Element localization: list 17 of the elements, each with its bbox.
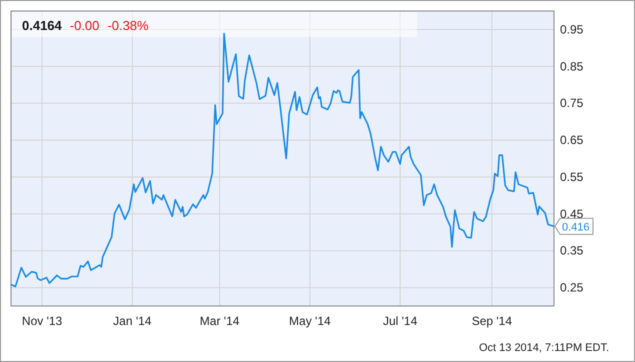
- y-tick-label: 0.85: [560, 59, 584, 74]
- y-tick-label: 0.45: [560, 206, 584, 221]
- text: 0.4164 -0.00 -0.38%: [22, 18, 150, 33]
- y-tick-label: 0.25: [560, 280, 584, 295]
- annotation: 0.416: [562, 221, 590, 234]
- x-tick-label: Jan '14: [113, 314, 152, 328]
- x-tick-label: Nov '13: [22, 314, 63, 328]
- y-tick-label: 0.35: [560, 244, 584, 258]
- text: Oct 13 2014, 7:11PM EDT.: [478, 342, 610, 354]
- x-tick-label: Mar '14: [200, 314, 240, 328]
- x-tick-label: Sep '14: [472, 314, 512, 328]
- y-tick-label: 0.95: [560, 22, 584, 36]
- x-tick-label: Jul '14: [382, 314, 418, 328]
- y-tick-label: 0.75: [560, 96, 584, 110]
- y-tick-label: 0.55: [560, 170, 584, 184]
- x-tick-label: May '14: [289, 314, 332, 328]
- y-tick-label: 0.65: [560, 133, 584, 148]
